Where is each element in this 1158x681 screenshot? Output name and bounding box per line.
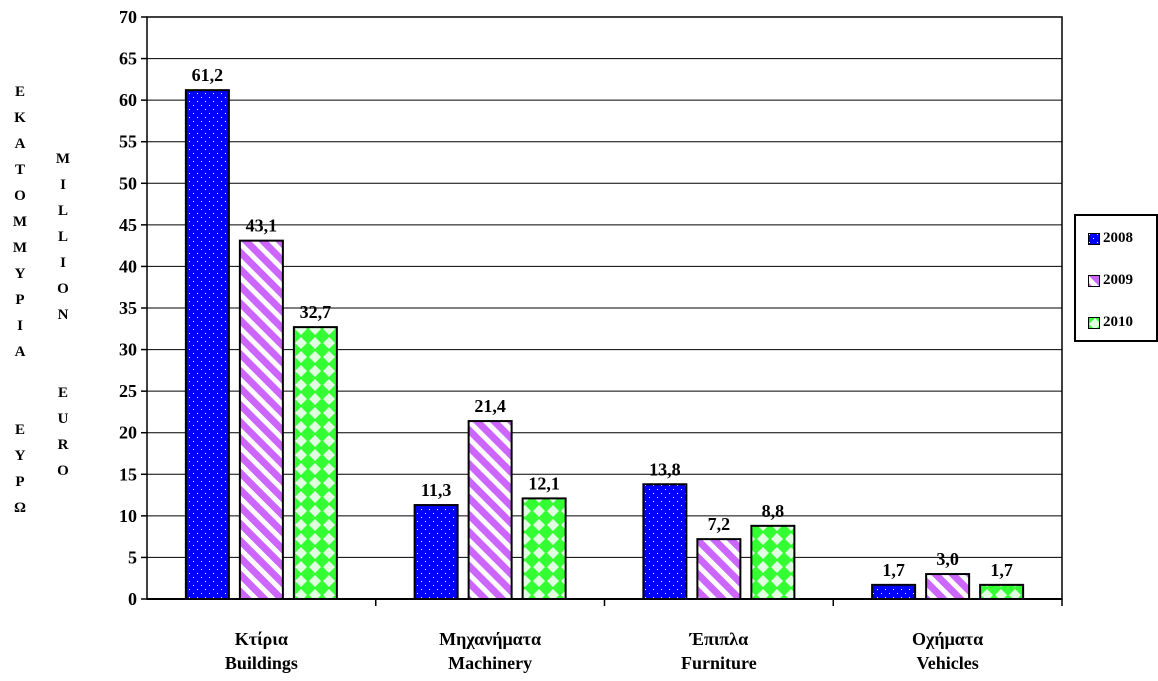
y-axis-label-letter: E xyxy=(57,385,68,401)
legend-swatch xyxy=(1088,274,1100,287)
data-label: 11,3 xyxy=(421,480,452,500)
y-tick-label: 60 xyxy=(119,90,137,110)
x-category-label: Οχήματα xyxy=(912,629,983,649)
x-category-label: Machinery xyxy=(448,653,532,673)
data-label: 32,7 xyxy=(300,302,332,322)
y-axis-label-letter: R xyxy=(57,437,69,453)
y-axis-label-letter: M xyxy=(55,151,71,167)
bar-2010-0 xyxy=(292,326,338,600)
legend-label: 2008 xyxy=(1103,230,1133,246)
bar-2009-0 xyxy=(238,239,284,600)
y-axis-label-letter: L xyxy=(57,203,68,219)
y-axis-label-letter: Ω xyxy=(13,500,26,516)
y-axis-label-letter: Ι xyxy=(17,318,23,334)
bar-2010-2 xyxy=(750,524,796,600)
bar-2008-2 xyxy=(642,483,688,600)
y-axis-label-letter: Ο xyxy=(14,188,26,204)
y-axis-label-letter: Μ xyxy=(12,240,28,256)
bar-2009-1 xyxy=(467,420,513,600)
x-category-label: Furniture xyxy=(681,653,757,673)
y-axis-label-letter: Υ xyxy=(14,266,26,282)
y-tick-label: 55 xyxy=(119,132,137,152)
y-tick-label: 70 xyxy=(119,7,137,27)
y-axis-label-letter: O xyxy=(57,281,69,297)
y-axis-label-letter xyxy=(18,365,22,417)
y-axis-label-letter: Ρ xyxy=(15,474,25,490)
data-label: 3,0 xyxy=(936,549,959,569)
data-label: 12,1 xyxy=(528,473,560,493)
data-label: 7,2 xyxy=(708,514,731,534)
data-label: 21,4 xyxy=(474,396,506,416)
y-axis-label-letter: I xyxy=(60,255,66,271)
data-label: 1,7 xyxy=(990,560,1013,580)
y-tick-label: 45 xyxy=(119,215,137,235)
y-axis-label-letter xyxy=(61,328,65,380)
y-axis-label-letter: Τ xyxy=(14,162,25,178)
legend-label: 2010 xyxy=(1103,314,1133,330)
y-axis-label-letter: Α xyxy=(14,344,26,360)
bar-2009-3 xyxy=(925,573,971,600)
data-label: 1,7 xyxy=(882,560,905,580)
data-label: 8,8 xyxy=(762,501,785,521)
data-label: 61,2 xyxy=(192,65,224,85)
bar-2008-1 xyxy=(413,504,459,601)
y-tick-label: 5 xyxy=(128,547,137,567)
y-tick-label: 0 xyxy=(128,589,137,609)
y-axis-label-letter: Υ xyxy=(14,448,26,464)
y-tick-label: 20 xyxy=(119,423,137,443)
y-tick-label: 35 xyxy=(119,298,137,318)
y-tick-label: 10 xyxy=(119,506,137,526)
y-axis-label-letter: Κ xyxy=(14,110,26,126)
y-axis-label-letter: I xyxy=(60,177,66,193)
x-category-label: Μηχανήματα xyxy=(439,629,541,649)
x-category-label: Buildings xyxy=(225,653,298,673)
y-tick-label: 65 xyxy=(119,49,137,69)
x-category-label: Κτίρια xyxy=(235,629,288,649)
y-tick-label: 40 xyxy=(119,256,137,276)
bar-2010-1 xyxy=(521,497,567,601)
y-tick-label: 25 xyxy=(119,381,137,401)
x-category-label: Vehicles xyxy=(916,653,978,673)
y-tick-label: 15 xyxy=(119,464,137,484)
y-axis-label-letter: Ε xyxy=(14,84,25,100)
data-label: 13,8 xyxy=(649,459,681,479)
bar-2010-3 xyxy=(979,583,1025,601)
data-label: 43,1 xyxy=(246,216,278,236)
bar-2008-3 xyxy=(871,583,917,601)
y-tick-label: 30 xyxy=(119,340,137,360)
bar-2009-2 xyxy=(696,538,742,601)
y-axis-label-letter: O xyxy=(57,463,69,479)
y-axis-label-letter: Μ xyxy=(12,214,28,230)
legend-label: 2009 xyxy=(1103,272,1133,288)
y-axis-label-letter: Ρ xyxy=(15,292,25,308)
y-axis-label-letter: Α xyxy=(14,136,26,152)
y-axis-label-letter: Ε xyxy=(14,422,25,438)
legend-swatch xyxy=(1088,316,1100,329)
legend-item-2009: 2009 xyxy=(1088,272,1133,289)
x-category-label: Έπιπλα xyxy=(689,629,749,649)
legend-item-2010: 2010 xyxy=(1088,314,1133,331)
y-tick-label: 50 xyxy=(119,173,137,193)
legend: 2008 2009 2010 xyxy=(1074,214,1158,342)
y-axis-label-letter: U xyxy=(57,411,69,427)
legend-swatch xyxy=(1088,232,1100,245)
y-axis-label-letter: N xyxy=(57,307,69,323)
y-axis-label-letter: L xyxy=(57,229,68,245)
bar-2008-0 xyxy=(184,89,230,600)
legend-item-2008: 2008 xyxy=(1088,230,1133,247)
